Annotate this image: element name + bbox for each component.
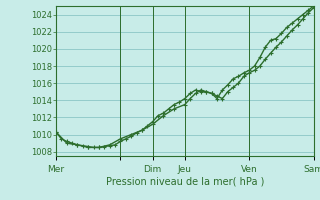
X-axis label: Pression niveau de la mer( hPa ): Pression niveau de la mer( hPa ) <box>106 177 264 187</box>
